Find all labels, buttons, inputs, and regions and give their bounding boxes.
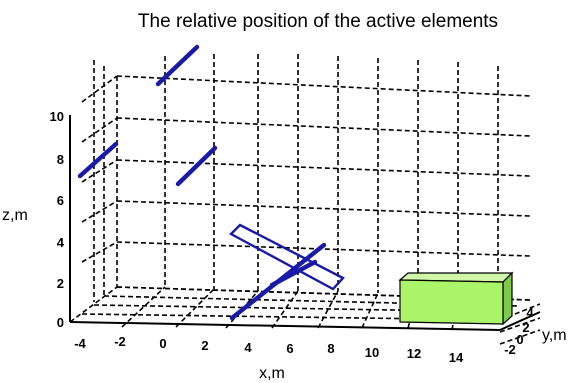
y-tick-label: 0 <box>516 332 523 347</box>
y-tick-label: 2 <box>522 320 529 335</box>
element-left-upper <box>77 141 119 179</box>
x-axis-label: x,m <box>259 365 285 382</box>
x-tick-label: 8 <box>327 341 334 356</box>
y-tick-label: -2 <box>504 342 516 357</box>
z-tick-label: 10 <box>50 109 64 124</box>
z-tick-labels: 0 2 4 6 8 10 <box>50 109 65 330</box>
x-tick-label: -4 <box>74 336 86 351</box>
z-tick-label: 8 <box>57 152 64 167</box>
axes <box>69 115 541 331</box>
y-tick-label: 4 <box>526 305 534 320</box>
y-tick-labels: 420-2 <box>504 305 534 357</box>
x-tick-label: 14 <box>449 350 464 365</box>
z-tick-label: 6 <box>57 193 64 208</box>
z-tick-label: 0 <box>57 315 64 330</box>
z-axis-label: z,m <box>2 207 28 224</box>
element-top-center <box>155 44 200 87</box>
x-tick-label: -2 <box>114 334 126 349</box>
element-loop-cross <box>269 259 318 288</box>
green-box <box>398 271 514 326</box>
x-tick-label: 6 <box>286 341 293 356</box>
x-tick-label: 2 <box>201 338 208 353</box>
active-elements <box>77 44 345 321</box>
y-axis-label: y,m <box>542 327 567 344</box>
element-center-mid <box>175 145 218 187</box>
chart-title: The relative position of the active elem… <box>138 11 498 32</box>
x-tick-labels: -4 -2 0 2 4 6 8 10 12 14 <box>74 334 464 365</box>
x-tick-label: 10 <box>365 345 379 360</box>
z-tick-label: 2 <box>57 276 64 291</box>
z-tick-label: 4 <box>57 235 65 250</box>
x-tick-label: 0 <box>159 336 166 351</box>
x-tick-label: 4 <box>244 340 252 355</box>
x-tick-label: 12 <box>407 346 421 361</box>
